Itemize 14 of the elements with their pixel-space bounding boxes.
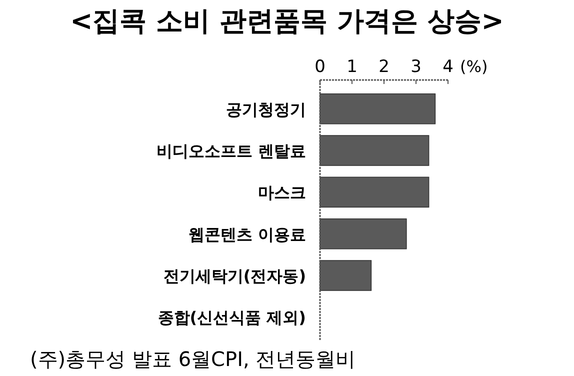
y-tick-label: 마스크 bbox=[258, 183, 306, 202]
x-tick-label: 2 bbox=[378, 57, 390, 77]
x-tick-label: 0 bbox=[314, 57, 326, 77]
text: (주)총무성 발표 6월CPI, 전년동월비 bbox=[30, 347, 356, 371]
x-tick-label: 4 bbox=[442, 57, 454, 77]
x-tick-label: 1 bbox=[346, 57, 358, 77]
y-tick-label: 공기청정기 bbox=[226, 100, 306, 119]
y-tick-label: 종합(신선식품 제외) bbox=[158, 308, 306, 328]
x-axis-title: (%) bbox=[460, 57, 488, 76]
y-tick-label: 전기세탁기(전자동) bbox=[163, 266, 306, 286]
title: <집콕 소비 관련품목 가격은 상승> bbox=[70, 6, 504, 37]
y-tick-label: 웹콘텐츠 이용료 bbox=[188, 224, 306, 244]
y-tick-label: 비디오소프트 렌탈료 bbox=[156, 142, 306, 160]
x-tick-label: 3 bbox=[410, 57, 422, 77]
